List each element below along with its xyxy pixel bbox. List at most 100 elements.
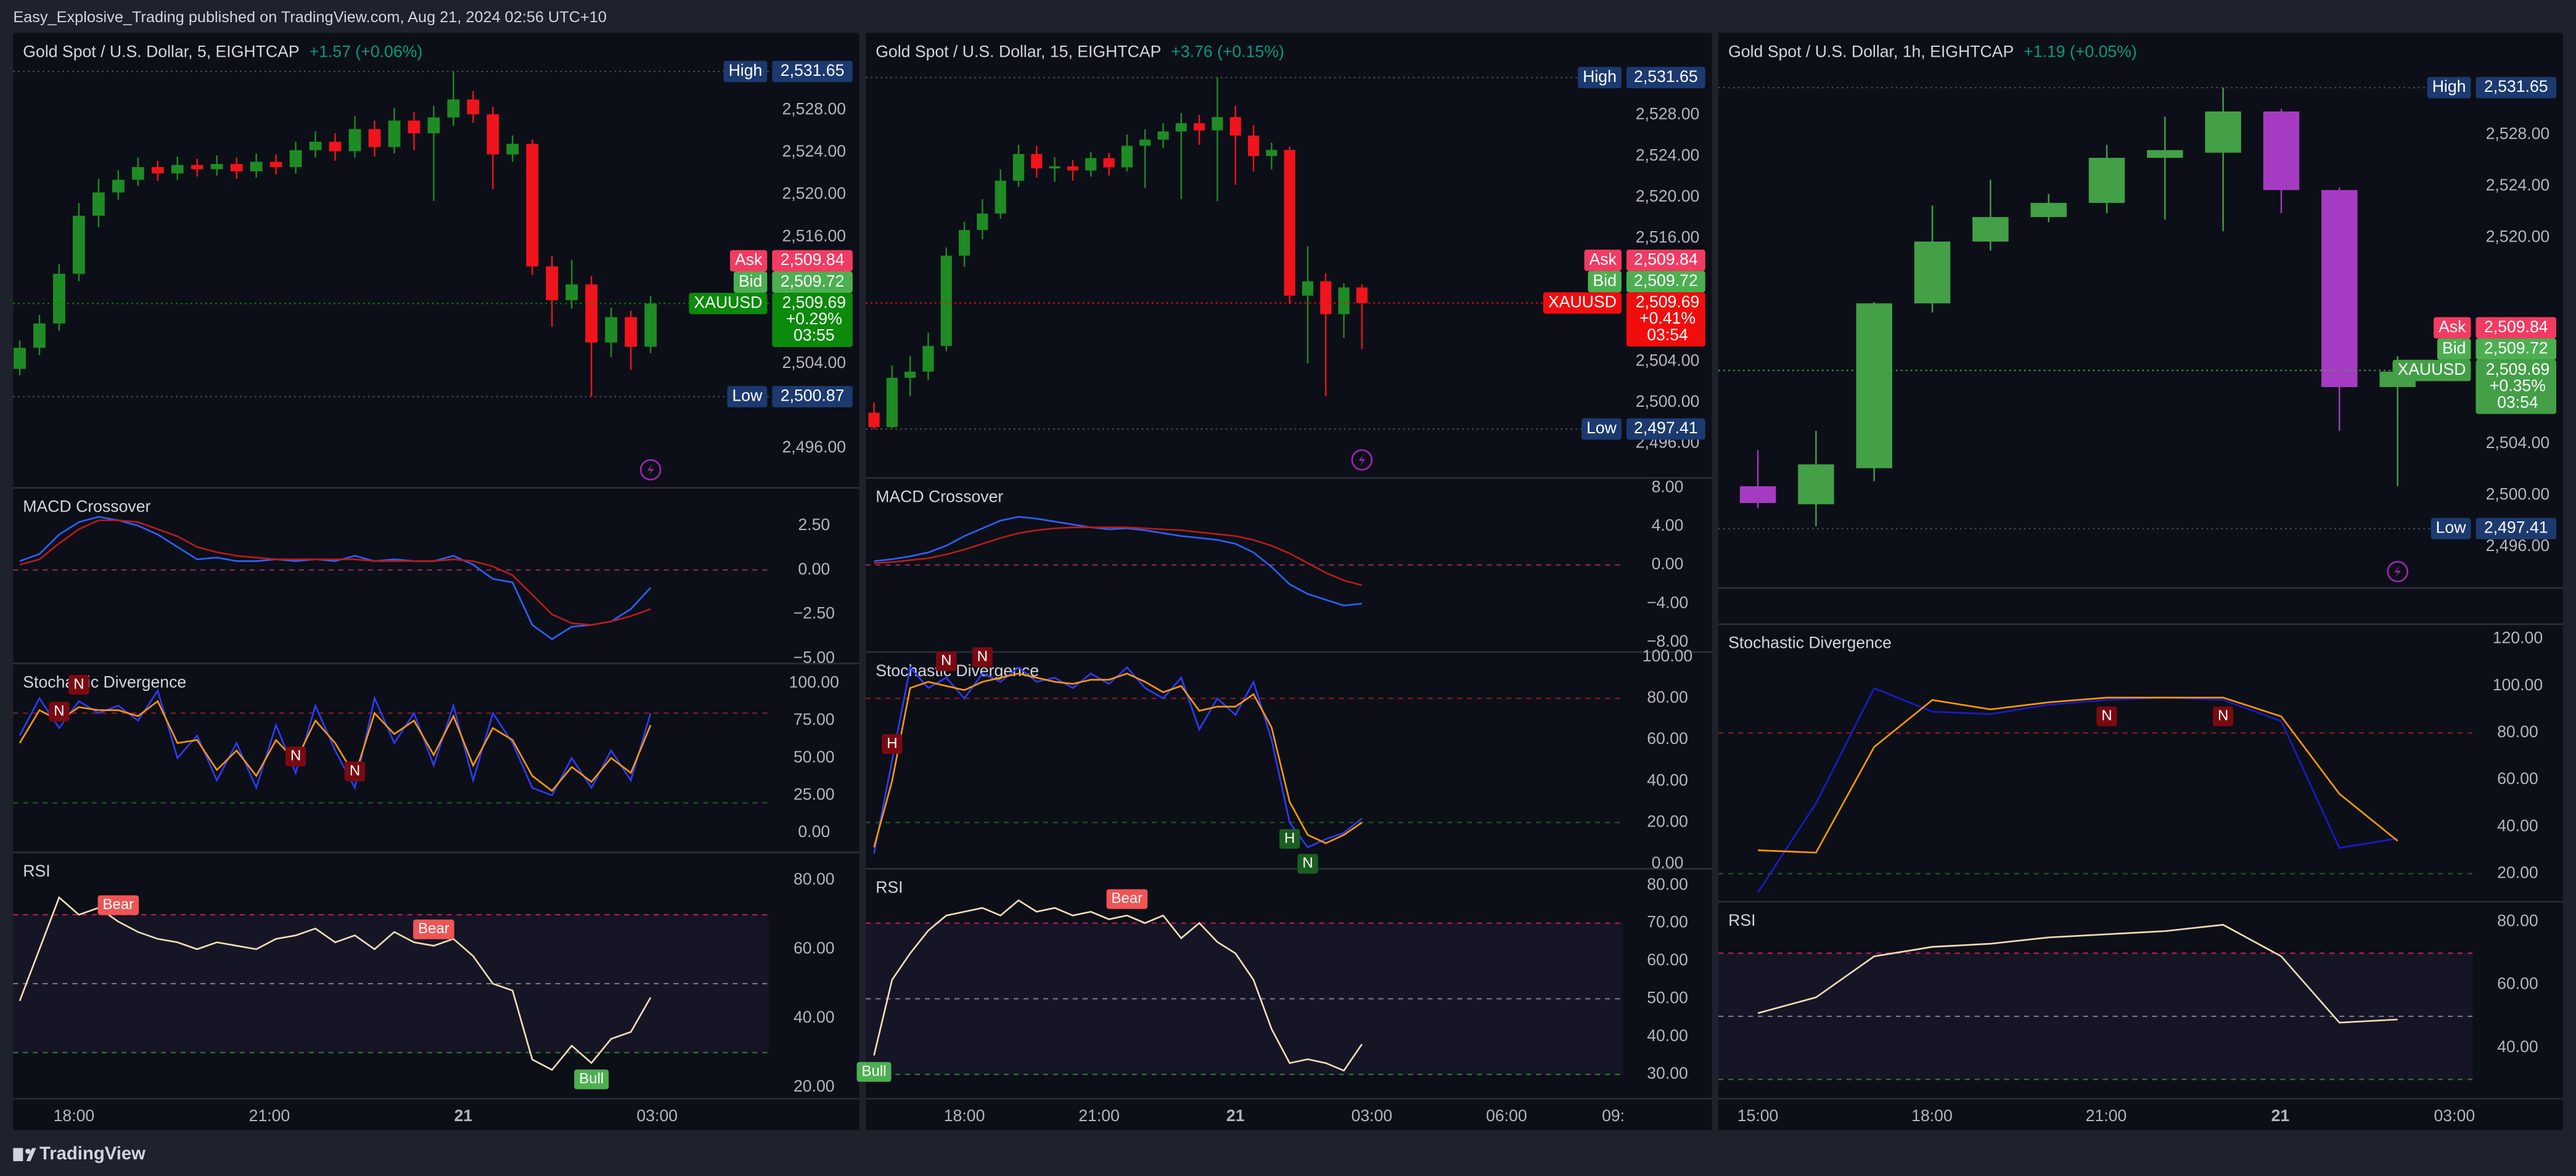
y-tick-label: 60.00 (1647, 729, 1688, 748)
alert-icon (1351, 449, 1373, 471)
candle-body (210, 163, 223, 169)
candle-body (904, 371, 916, 378)
signal-box (856, 1062, 892, 1082)
bid-price: 2,509.72 (2484, 338, 2548, 357)
signal-label: Bull (862, 1063, 887, 1079)
y-tick-label: 40.00 (794, 1008, 835, 1026)
candle-body (2030, 203, 2067, 218)
y-tick-label: 2,516.00 (782, 226, 846, 245)
price-change: +1.57 (+0.06%) (310, 42, 423, 60)
indicator-line (18, 896, 652, 1071)
y-tick-label: 75.00 (794, 710, 835, 729)
bid-price-box (1626, 271, 1705, 293)
marker-price: 2,531.65 (1634, 67, 1698, 86)
alert-icon (2387, 561, 2408, 582)
y-tick-label: 2.50 (798, 515, 830, 534)
ask-price-box (1626, 249, 1705, 271)
signal-box (574, 1069, 609, 1090)
candle-body (585, 284, 598, 343)
candle-body (1212, 116, 1223, 131)
y-tick-label: 40.00 (1647, 1026, 1688, 1045)
y-tick-label: 80.00 (2497, 911, 2538, 929)
candle-body (427, 117, 440, 134)
indicator-title: MACD Crossover (876, 487, 1003, 505)
candle-body (1157, 131, 1169, 140)
price-change: +1.19 (+0.05%) (2024, 42, 2137, 60)
marker-price: 2,531.65 (2484, 77, 2548, 96)
last-symbol-box (2392, 359, 2471, 382)
bar-countdown: 03:54 (1647, 325, 1688, 344)
y-tick-label: −4.00 (1647, 593, 1688, 611)
logo-mark (25, 1148, 31, 1154)
indicator-line (1757, 687, 2398, 893)
signal-box (1106, 889, 1148, 909)
symbol-title: Gold Spot / U.S. Dollar, 1h, EIGHTCAP (1728, 42, 2014, 60)
last-price-box (1626, 292, 1705, 347)
bid-name-box (1588, 271, 1622, 293)
time-label: 03:00 (1352, 1106, 1393, 1125)
y-tick-label: 2,520.00 (1636, 187, 1700, 205)
y-tick-label: 100.00 (1643, 647, 1692, 665)
time-label: 21:00 (2086, 1106, 2127, 1125)
candle-body (388, 120, 401, 147)
y-tick-label: 20.00 (794, 1077, 835, 1095)
candle-body (1338, 287, 1350, 314)
last-price-box (772, 293, 853, 348)
candle-body (92, 192, 105, 216)
brand[interactable]: TradingView (39, 1143, 146, 1164)
candle-body (1085, 158, 1097, 171)
bid-name: Bid (1593, 271, 1616, 290)
logo-mark (26, 1148, 36, 1161)
signal-label: Bull (579, 1071, 604, 1087)
marker-price: 2,531.65 (781, 61, 845, 80)
marker-name-box (2427, 76, 2471, 99)
y-tick-label: 40.00 (1647, 770, 1688, 789)
ask-price-box (772, 250, 853, 272)
candle-body (1856, 303, 1892, 468)
candle-body (958, 230, 970, 256)
candle-body (1266, 150, 1278, 157)
candle-body (506, 144, 519, 155)
bid-name-box (733, 271, 768, 293)
signal-label: N (2101, 708, 2112, 724)
candle-body (1972, 217, 2009, 242)
signal-box (49, 701, 70, 722)
y-tick-label: 20.00 (2497, 864, 2538, 882)
last-price: 2,509.69 (782, 293, 846, 311)
marker-price-box (2476, 76, 2557, 99)
y-tick-label: 70.00 (1647, 913, 1688, 931)
marker-price: 2,497.41 (2484, 518, 2548, 537)
time-label: 18:00 (54, 1106, 95, 1125)
candle-body (868, 412, 880, 427)
bar-countdown: 03:54 (2497, 393, 2538, 411)
indicator-title: Stochastic Divergence (1728, 634, 1892, 652)
marker-name: High (1583, 67, 1617, 86)
candle-body (1012, 153, 1025, 181)
indicator-line (19, 519, 651, 626)
y-tick-label: 100.00 (2493, 676, 2543, 694)
y-tick-label: 60.00 (2497, 769, 2538, 788)
candle-body (922, 346, 934, 372)
candle-body (467, 99, 480, 115)
y-tick-label: 40.00 (2497, 816, 2538, 835)
y-tick-label: 0.00 (798, 560, 830, 578)
y-tick-label: 60.00 (2497, 974, 2538, 993)
time-label: 15:00 (1737, 1106, 1779, 1125)
candle-body (1067, 166, 1079, 171)
candle-body (1194, 123, 1205, 131)
candle-body (1320, 281, 1332, 314)
candle-body (348, 129, 361, 152)
ask-name: Ask (2439, 317, 2466, 336)
y-tick-label: 100.00 (789, 673, 839, 692)
signal-label: H (887, 735, 897, 751)
candle-body (995, 181, 1006, 214)
marker-price-box (1626, 67, 1705, 89)
bid-price: 2,509.72 (781, 272, 845, 290)
candle-body (309, 141, 322, 150)
y-tick-label: 20.00 (1647, 812, 1688, 831)
candle-body (1356, 287, 1368, 303)
marker-name: High (2432, 77, 2466, 96)
alert-icon (639, 459, 662, 481)
marker-name: Low (732, 386, 763, 405)
